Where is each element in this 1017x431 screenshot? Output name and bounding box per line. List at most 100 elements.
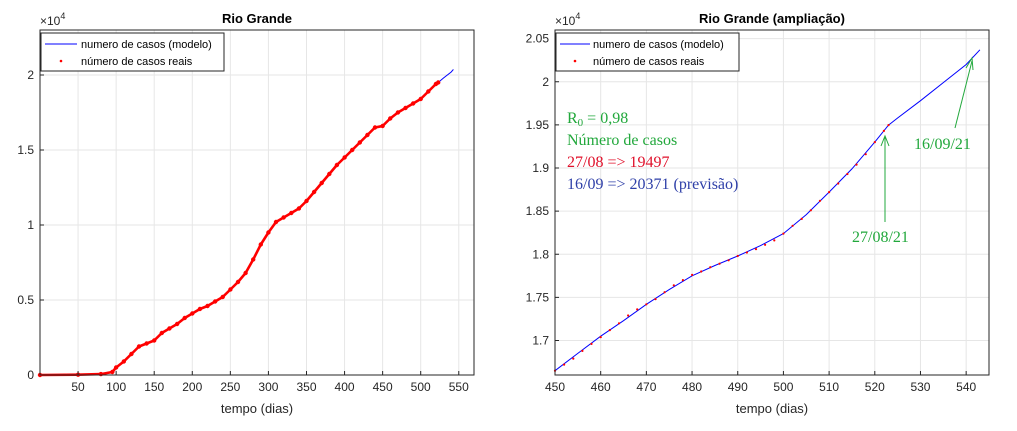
left-series-real-point (197, 306, 203, 312)
left-series-real-point (258, 242, 263, 247)
left-series-real-point (436, 80, 441, 85)
right-legend-real-swatch (573, 59, 577, 63)
left-series-real-point (174, 321, 180, 327)
left-series-real-point (266, 230, 271, 235)
right-legend: numero de casos (modelo) número de casos… (555, 32, 740, 72)
left-series-real-point (113, 365, 119, 370)
left-x-tick-label-8: 450 (373, 380, 393, 394)
left-grid (40, 30, 474, 376)
right-series-real-point (764, 243, 767, 246)
arrow-real-label: 27/08/21 (852, 229, 909, 246)
left-chart: 50 100 150 200 250 300 350 400 450 500 550 0 0.5 1 1.5… (17, 11, 475, 416)
right-x-tick-label-5: 500 (773, 380, 793, 394)
right-series-real-point (636, 308, 639, 311)
left-y-tick-label-3: 1.5 (17, 143, 34, 157)
left-x-tick-label-4: 250 (220, 380, 240, 394)
right-series-real-point (617, 322, 621, 325)
right-series-real-point (599, 336, 602, 339)
right-series-real-point (818, 199, 822, 202)
svg-text:×104: ×104 (555, 11, 580, 28)
right-y-tick-label-4: 1.9 (532, 161, 549, 175)
right-series-real-point (700, 270, 703, 273)
left-legend-box (40, 32, 225, 72)
left-x-tick-label-7: 400 (335, 380, 355, 394)
left-series-real-point (426, 89, 431, 94)
right-y-tick-label-7: 2.05 (526, 32, 550, 46)
right-x-tick-label-2: 470 (636, 380, 656, 394)
right-series-real-point (855, 163, 858, 166)
arrow-forecast: 16/09/21 (914, 56, 974, 153)
left-x-axis-label: tempo (dias) (221, 401, 293, 416)
right-series-real-point (709, 266, 712, 269)
left-legend: numero de casos (modelo) número de casos… (40, 32, 225, 72)
right-series-real-point (873, 141, 876, 144)
left-ticks: 50 100 150 200 250 300 350 400 450 500 550 0 0.5 1 1.5… (17, 68, 469, 394)
left-x-tick-label-9: 500 (411, 380, 431, 394)
arrow-forecast-label: 16/09/21 (914, 136, 971, 153)
right-y-tick-label-6: 2 (542, 75, 549, 89)
right-y-tick-label-5: 1.95 (526, 118, 550, 132)
right-x-tick-label-7: 520 (865, 380, 885, 394)
arrow-real: 27/08/21 (852, 134, 909, 246)
left-series-real-point (395, 110, 401, 115)
left-x-tick-label-5: 300 (258, 380, 278, 394)
left-series-real-point (334, 162, 340, 168)
right-series-real-point (791, 224, 794, 227)
arrow-forecast-head (965, 56, 974, 71)
right-series-real-point (572, 357, 575, 360)
left-series-real-point (251, 257, 256, 262)
right-legend-model-label: numero de casos (modelo) (593, 39, 724, 51)
right-axes-box (554, 29, 990, 376)
left-series-real-point (220, 294, 225, 300)
right-series-real-point (837, 182, 840, 185)
left-series-real-point (159, 330, 164, 336)
left-plot-area (40, 30, 474, 375)
right-legend-real-label: número de casos reais (593, 56, 705, 68)
left-series-real-point (98, 371, 104, 377)
left-series-real-point (190, 311, 195, 316)
right-y-tick-label-3: 1.85 (526, 204, 550, 218)
left-y-tick-label-4: 2 (27, 68, 34, 82)
right-series-real-point (727, 259, 730, 262)
left-series-real-point (388, 116, 393, 121)
right-series-real-point (681, 279, 685, 282)
left-series-real-point (304, 198, 309, 204)
left-series-real-point (410, 101, 416, 106)
right-x-tick-label-0: 450 (545, 380, 565, 394)
left-series-real-point (129, 351, 134, 357)
right-series (553, 49, 981, 372)
right-y-tick-label-0: 1.7 (532, 334, 549, 348)
annotation-r0: R0 = 0,98 (567, 110, 628, 129)
left-series-real-point (327, 171, 332, 177)
left-series-real-point (311, 189, 317, 195)
left-series-real-point (110, 369, 115, 375)
right-series-real-point (754, 248, 758, 251)
left-exponent-label: ×104 (40, 11, 65, 28)
left-chart-title: Rio Grande (222, 11, 292, 26)
annotation-r0-value: = 0,98 (583, 110, 628, 127)
left-series-real-point (212, 299, 218, 304)
right-series-real-point (800, 217, 803, 220)
left-series-real-point (357, 140, 362, 145)
left-series-real-point (380, 123, 385, 129)
left-series-real-point (372, 125, 378, 130)
left-x-tick-label-2: 150 (144, 380, 164, 394)
left-exponent-power: 4 (60, 11, 65, 21)
left-series-real-point (273, 219, 279, 225)
left-series-real-point (289, 210, 294, 216)
right-series-real-point (718, 262, 721, 265)
right-series-real-point (773, 239, 776, 242)
left-series-real-point (350, 147, 355, 153)
right-series-real-point (882, 129, 886, 132)
left-series-real-point (243, 270, 248, 276)
annotation-forecast-line: 16/09 => 20371 (previsão) (567, 176, 738, 193)
right-series-real-point (736, 254, 739, 258)
left-series-real-point (167, 326, 172, 331)
right-series-real-point (581, 349, 584, 352)
right-series-real-point (691, 273, 694, 276)
right-series-real-point (828, 191, 831, 194)
left-series-real-point (121, 359, 127, 364)
left-series-real-point (144, 341, 149, 346)
